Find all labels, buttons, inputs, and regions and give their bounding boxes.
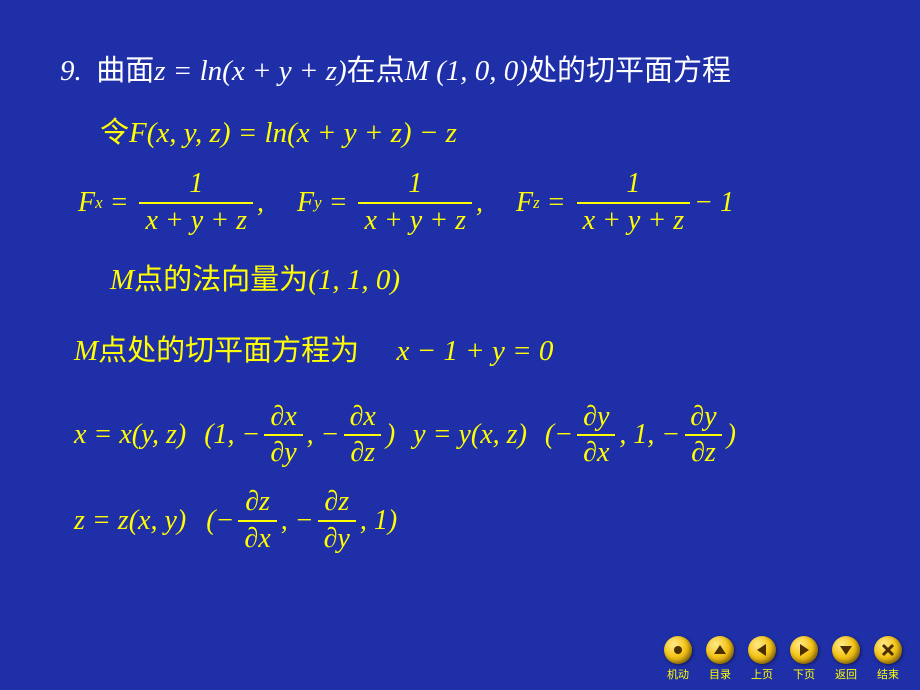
nav-label-toc: 目录 bbox=[709, 666, 731, 682]
dydz-frac: ∂y ∂z bbox=[684, 402, 722, 470]
nav-button-toc[interactable] bbox=[706, 636, 734, 664]
fx-term: Fx = 1 x + y + z , bbox=[78, 169, 264, 237]
fz-num: 1 bbox=[620, 169, 646, 202]
dydz-den: ∂z bbox=[685, 434, 722, 469]
dxdy-frac: ∂x ∂y bbox=[264, 402, 302, 470]
nav-bar: 机动 目录 上页 下页 返回 结束 bbox=[664, 636, 902, 682]
zv-close: , 1) bbox=[360, 500, 397, 542]
dxdz-frac: ∂x ∂z bbox=[344, 402, 382, 470]
define-prefix: 令 bbox=[100, 117, 129, 149]
dzdx-num: ∂z bbox=[239, 487, 276, 520]
fz-tail: − 1 bbox=[694, 182, 734, 224]
nav-item-next: 下页 bbox=[790, 636, 818, 682]
dzdx-den: ∂x bbox=[238, 520, 276, 555]
dzdy-num: ∂z bbox=[318, 487, 355, 520]
fx-den: x + y + z bbox=[139, 202, 253, 237]
tangent-text: 点处的切平面方程为 bbox=[98, 335, 359, 367]
nav-label-prev: 上页 bbox=[751, 666, 773, 682]
dzdy-frac: ∂z ∂y bbox=[318, 487, 356, 555]
dydx-den: ∂x bbox=[577, 434, 615, 469]
problem-text-mid: 在点 bbox=[347, 55, 405, 87]
nav-button-end[interactable] bbox=[874, 636, 902, 664]
normal-M: M bbox=[110, 264, 134, 296]
problem-surface-eq: z = ln(x + y + z) bbox=[154, 55, 346, 87]
yv-open: (− bbox=[545, 414, 573, 456]
nav-item-record: 机动 bbox=[664, 636, 692, 682]
x-vector: (1, − ∂x ∂y , − ∂x ∂z ) bbox=[204, 402, 395, 470]
nav-button-next[interactable] bbox=[790, 636, 818, 664]
nav-button-prev[interactable] bbox=[748, 636, 776, 664]
normal-text: 点的法向量为 bbox=[134, 264, 308, 296]
dxdz-den: ∂z bbox=[344, 434, 381, 469]
fx-num: 1 bbox=[183, 169, 209, 202]
nav-label-end: 结束 bbox=[877, 666, 899, 682]
fy-symbol: F bbox=[297, 182, 314, 224]
y-vector: (− ∂y ∂x , 1, − ∂y ∂z ) bbox=[545, 402, 736, 470]
fy-den: x + y + z bbox=[358, 202, 472, 237]
fy-num: 1 bbox=[402, 169, 428, 202]
zv-mid: , − bbox=[281, 500, 314, 542]
dydz-num: ∂y bbox=[684, 402, 722, 435]
problem-point-name: M bbox=[405, 55, 429, 87]
problem-point-coords: (1, 0, 0) bbox=[436, 55, 528, 87]
fz-term: Fz = 1 x + y + z − 1 bbox=[516, 169, 734, 237]
x-eq: x = x(y, z) bbox=[74, 414, 186, 456]
problem-statement: 9. 曲面z = ln(x + y + z)在点M (1, 0, 0)处的切平面… bbox=[60, 50, 880, 94]
normal-vector-line: M点的法向量为(1, 1, 0) bbox=[110, 259, 880, 303]
dxdy-den: ∂y bbox=[264, 434, 302, 469]
y-eq: y = y(x, z) bbox=[413, 414, 527, 456]
yv-mid: , 1, − bbox=[619, 414, 680, 456]
tangent-equation: x − 1 + y = 0 bbox=[396, 335, 553, 367]
define-F: 令F(x, y, z) = ln(x + y + z) − z bbox=[100, 112, 880, 156]
nav-button-back[interactable] bbox=[832, 636, 860, 664]
fz-den: x + y + z bbox=[577, 202, 691, 237]
nav-item-end: 结束 bbox=[874, 636, 902, 682]
fx-sub: x bbox=[95, 190, 102, 215]
sep1: , bbox=[257, 182, 264, 224]
dzdx-frac: ∂z ∂x bbox=[238, 487, 276, 555]
xv-close: ) bbox=[386, 414, 395, 456]
z-vector: (− ∂z ∂x , − ∂z ∂y , 1) bbox=[206, 487, 397, 555]
problem-text-after: 处的切平面方程 bbox=[528, 55, 731, 87]
fx-symbol: F bbox=[78, 182, 95, 224]
normal-vector: (1, 1, 0) bbox=[308, 264, 400, 296]
nav-item-toc: 目录 bbox=[706, 636, 734, 682]
fz-frac: 1 x + y + z bbox=[577, 169, 691, 237]
nav-label-next: 下页 bbox=[793, 666, 815, 682]
nav-label-back: 返回 bbox=[835, 666, 857, 682]
nav-button-record[interactable] bbox=[664, 636, 692, 664]
fy-frac: 1 x + y + z bbox=[358, 169, 472, 237]
dzdy-den: ∂y bbox=[318, 520, 356, 555]
implicit-row2: z = z(x, y) (− ∂z ∂x , − ∂z ∂y , 1) bbox=[74, 487, 880, 555]
implicit-row1: x = x(y, z) (1, − ∂x ∂y , − ∂x ∂z ) y = … bbox=[74, 402, 880, 470]
dxdy-num: ∂x bbox=[264, 402, 302, 435]
zv-open: (− bbox=[206, 500, 234, 542]
dydx-frac: ∂y ∂x bbox=[577, 402, 615, 470]
problem-text-before: 曲面 bbox=[96, 55, 154, 87]
fz-sub: z bbox=[533, 190, 540, 215]
nav-item-prev: 上页 bbox=[748, 636, 776, 682]
nav-label-record: 机动 bbox=[667, 666, 689, 682]
xv-mid: , − bbox=[307, 414, 340, 456]
slide-content: 9. 曲面z = ln(x + y + z)在点M (1, 0, 0)处的切平面… bbox=[0, 0, 920, 555]
tangent-M: M bbox=[74, 335, 98, 367]
problem-number: 9. bbox=[60, 55, 82, 87]
dydx-num: ∂y bbox=[577, 402, 615, 435]
fy-term: Fy = 1 x + y + z , bbox=[297, 169, 483, 237]
fx-frac: 1 x + y + z bbox=[139, 169, 253, 237]
xv-open: (1, − bbox=[204, 414, 260, 456]
z-eq: z = z(x, y) bbox=[74, 500, 186, 542]
sep2: , bbox=[476, 182, 483, 224]
fz-symbol: F bbox=[516, 182, 533, 224]
fy-sub: y bbox=[314, 190, 321, 215]
tangent-plane-line: M点处的切平面方程为 x − 1 + y = 0 bbox=[74, 330, 880, 374]
define-func: F(x, y, z) = ln(x + y + z) − z bbox=[129, 117, 457, 149]
dxdz-num: ∂x bbox=[344, 402, 382, 435]
yv-close: ) bbox=[727, 414, 736, 456]
partial-derivatives: Fx = 1 x + y + z , Fy = 1 x + y + z , Fz… bbox=[78, 169, 880, 237]
nav-item-back: 返回 bbox=[832, 636, 860, 682]
